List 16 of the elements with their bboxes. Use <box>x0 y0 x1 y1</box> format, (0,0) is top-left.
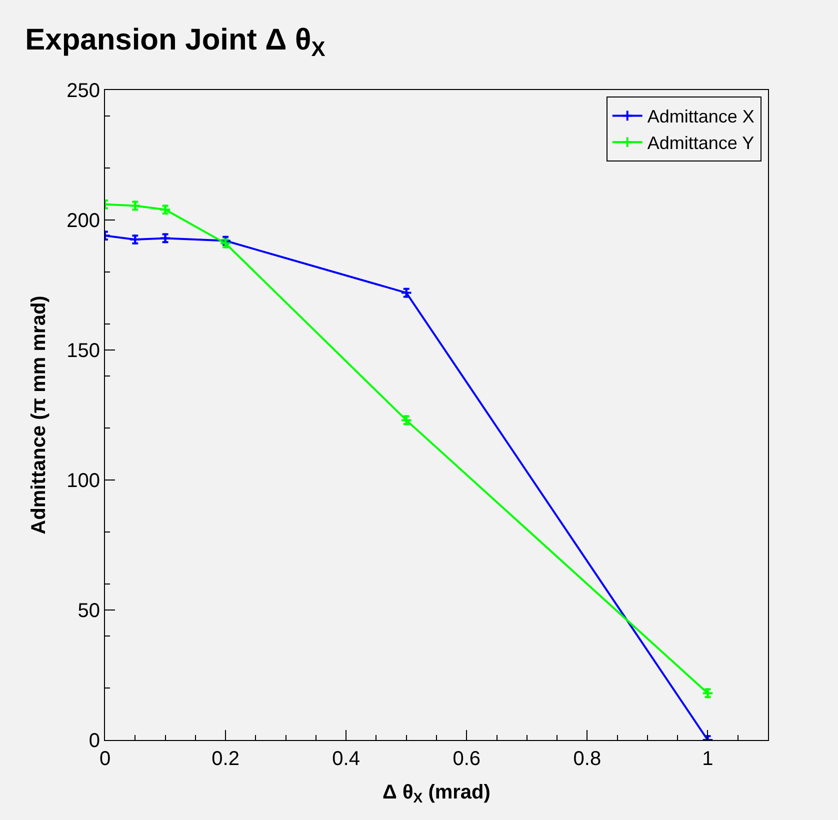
x-tick-label: 1 <box>702 748 714 770</box>
y-tick-label: 50 <box>78 600 100 622</box>
x-tick-label: 0.4 <box>332 748 360 770</box>
y-tick-label: 100 <box>66 470 100 492</box>
y-tick-label: 250 <box>66 80 100 102</box>
legend-label: Admittance X <box>647 106 754 127</box>
y-tick-label: 0 <box>88 730 100 752</box>
legend-label: Admittance Y <box>647 133 754 154</box>
chart-title: Expansion Joint Δ θ$_{X}$ <box>25 24 326 61</box>
x-axis-title: Δ θ$_{X}$ (mrad) <box>382 782 490 806</box>
y-axis-title: Admittance (π mm mrad) <box>28 296 50 534</box>
x-tick-label: 0.8 <box>573 748 602 770</box>
x-tick-label: 0.6 <box>452 748 481 770</box>
y-tick-label: 200 <box>66 210 100 232</box>
x-tick-label: 0.2 <box>212 748 240 770</box>
y-tick-label: 150 <box>66 340 100 362</box>
